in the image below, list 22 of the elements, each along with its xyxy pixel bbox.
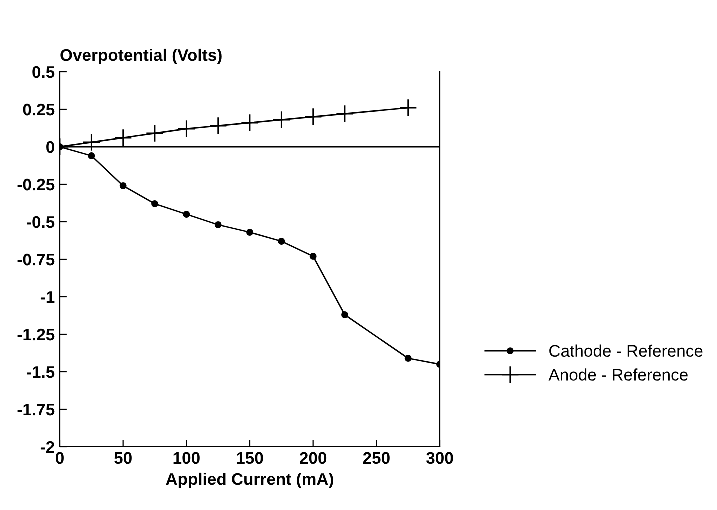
y-tick-label: -1.75 [18,404,55,416]
x-tick-label: 150 [237,452,264,464]
y-tick-label: -0.75 [18,254,55,266]
y-tick-label: 0.25 [23,104,55,116]
y-tick-label: -0.25 [18,178,55,191]
y-tick-label: -2 [40,441,54,454]
y-tick-label: 0.5 [32,66,55,78]
y-tick-label: -1.25 [18,328,55,341]
y-tick-label: -1.5 [27,366,55,378]
y-axis-title: Overpotential (Volts) [60,48,222,64]
x-tick-label: 100 [174,452,200,464]
x-tick-label: 200 [300,452,327,464]
legend-label: Cathode - Reference [550,344,703,358]
x-tick-label: 50 [114,452,132,464]
x-tick-label: 0 [56,452,64,464]
y-tick-label: -0.5 [27,216,55,228]
y-tick-label: -1 [40,292,55,304]
x-tick-label: 250 [363,452,390,464]
x-axis-title: Applied Current (mA) [166,472,334,488]
x-tick-label: 300 [426,452,454,464]
legend-label: Anode - Reference [548,368,688,381]
y-tick-label: 0 [46,141,54,154]
